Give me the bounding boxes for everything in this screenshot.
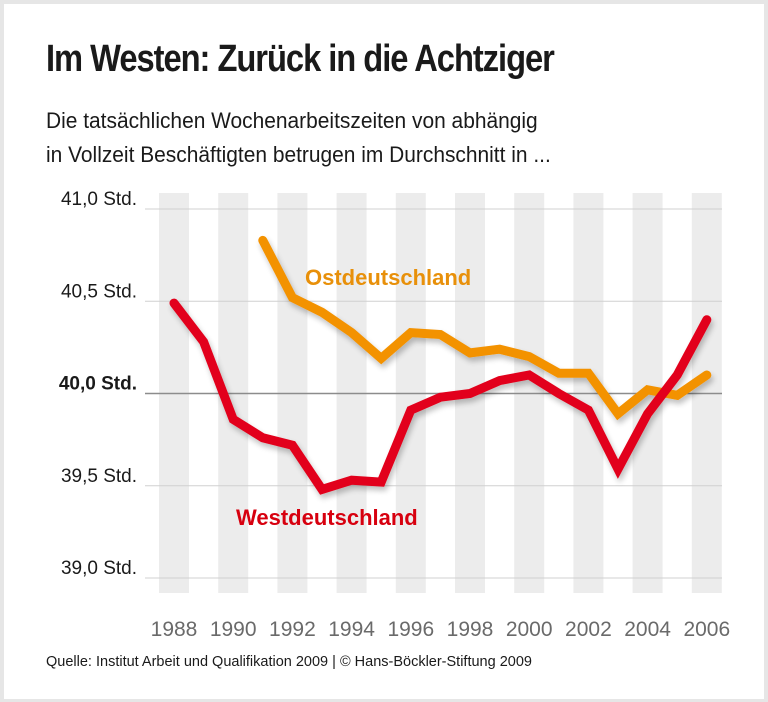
x-tick-label: 1994 xyxy=(328,618,375,641)
x-tick-label: 2006 xyxy=(683,618,730,641)
y-tick-label: 39,5 Std. xyxy=(61,466,137,487)
x-tick-label: 1998 xyxy=(447,618,494,641)
subtitle-line-2: in Vollzeit Beschäftigten betrugen im Du… xyxy=(46,142,551,167)
y-tick-label: 41,0 Std. xyxy=(61,189,137,210)
x-tick-label: 2002 xyxy=(565,618,612,641)
series-lines xyxy=(169,235,712,495)
x-tick-label: 1992 xyxy=(269,618,316,641)
x-tick-label: 1990 xyxy=(210,618,257,641)
chart-subtitle: Die tatsächlichen Wochenarbeitszeiten vo… xyxy=(46,104,551,172)
y-tick-label: 40,0 Std. xyxy=(59,374,137,395)
subtitle-line-1: Die tatsächlichen Wochenarbeitszeiten vo… xyxy=(46,108,538,133)
series-label-westdeutschland: Westdeutschland xyxy=(236,505,418,530)
x-tick-label: 2004 xyxy=(624,618,671,641)
x-tick-label: 1996 xyxy=(387,618,434,641)
x-axis-ticks: 1988 1990 1992 1994 1996 1998 2000 2002 2004 2006 xyxy=(151,618,731,641)
gridlines xyxy=(145,208,722,579)
chart-title: Im Westen: Zurück in die Achtziger xyxy=(46,38,555,80)
source-note: Quelle: Institut Arbeit und Qualifikatio… xyxy=(46,654,532,670)
y-tick-label: 40,5 Std. xyxy=(61,281,137,302)
y-axis-ticks: 41,0 Std. 40,5 Std. 40,0 Std. 39,5 Std. 39,0… xyxy=(59,189,137,579)
x-tick-label: 2000 xyxy=(506,618,553,641)
series-label-ostdeutschland: Ostdeutschland xyxy=(305,265,471,290)
x-tick-label: 1988 xyxy=(151,618,198,641)
y-tick-label: 39,0 Std. xyxy=(61,558,137,579)
series-line-ostdeutschland xyxy=(258,235,712,421)
